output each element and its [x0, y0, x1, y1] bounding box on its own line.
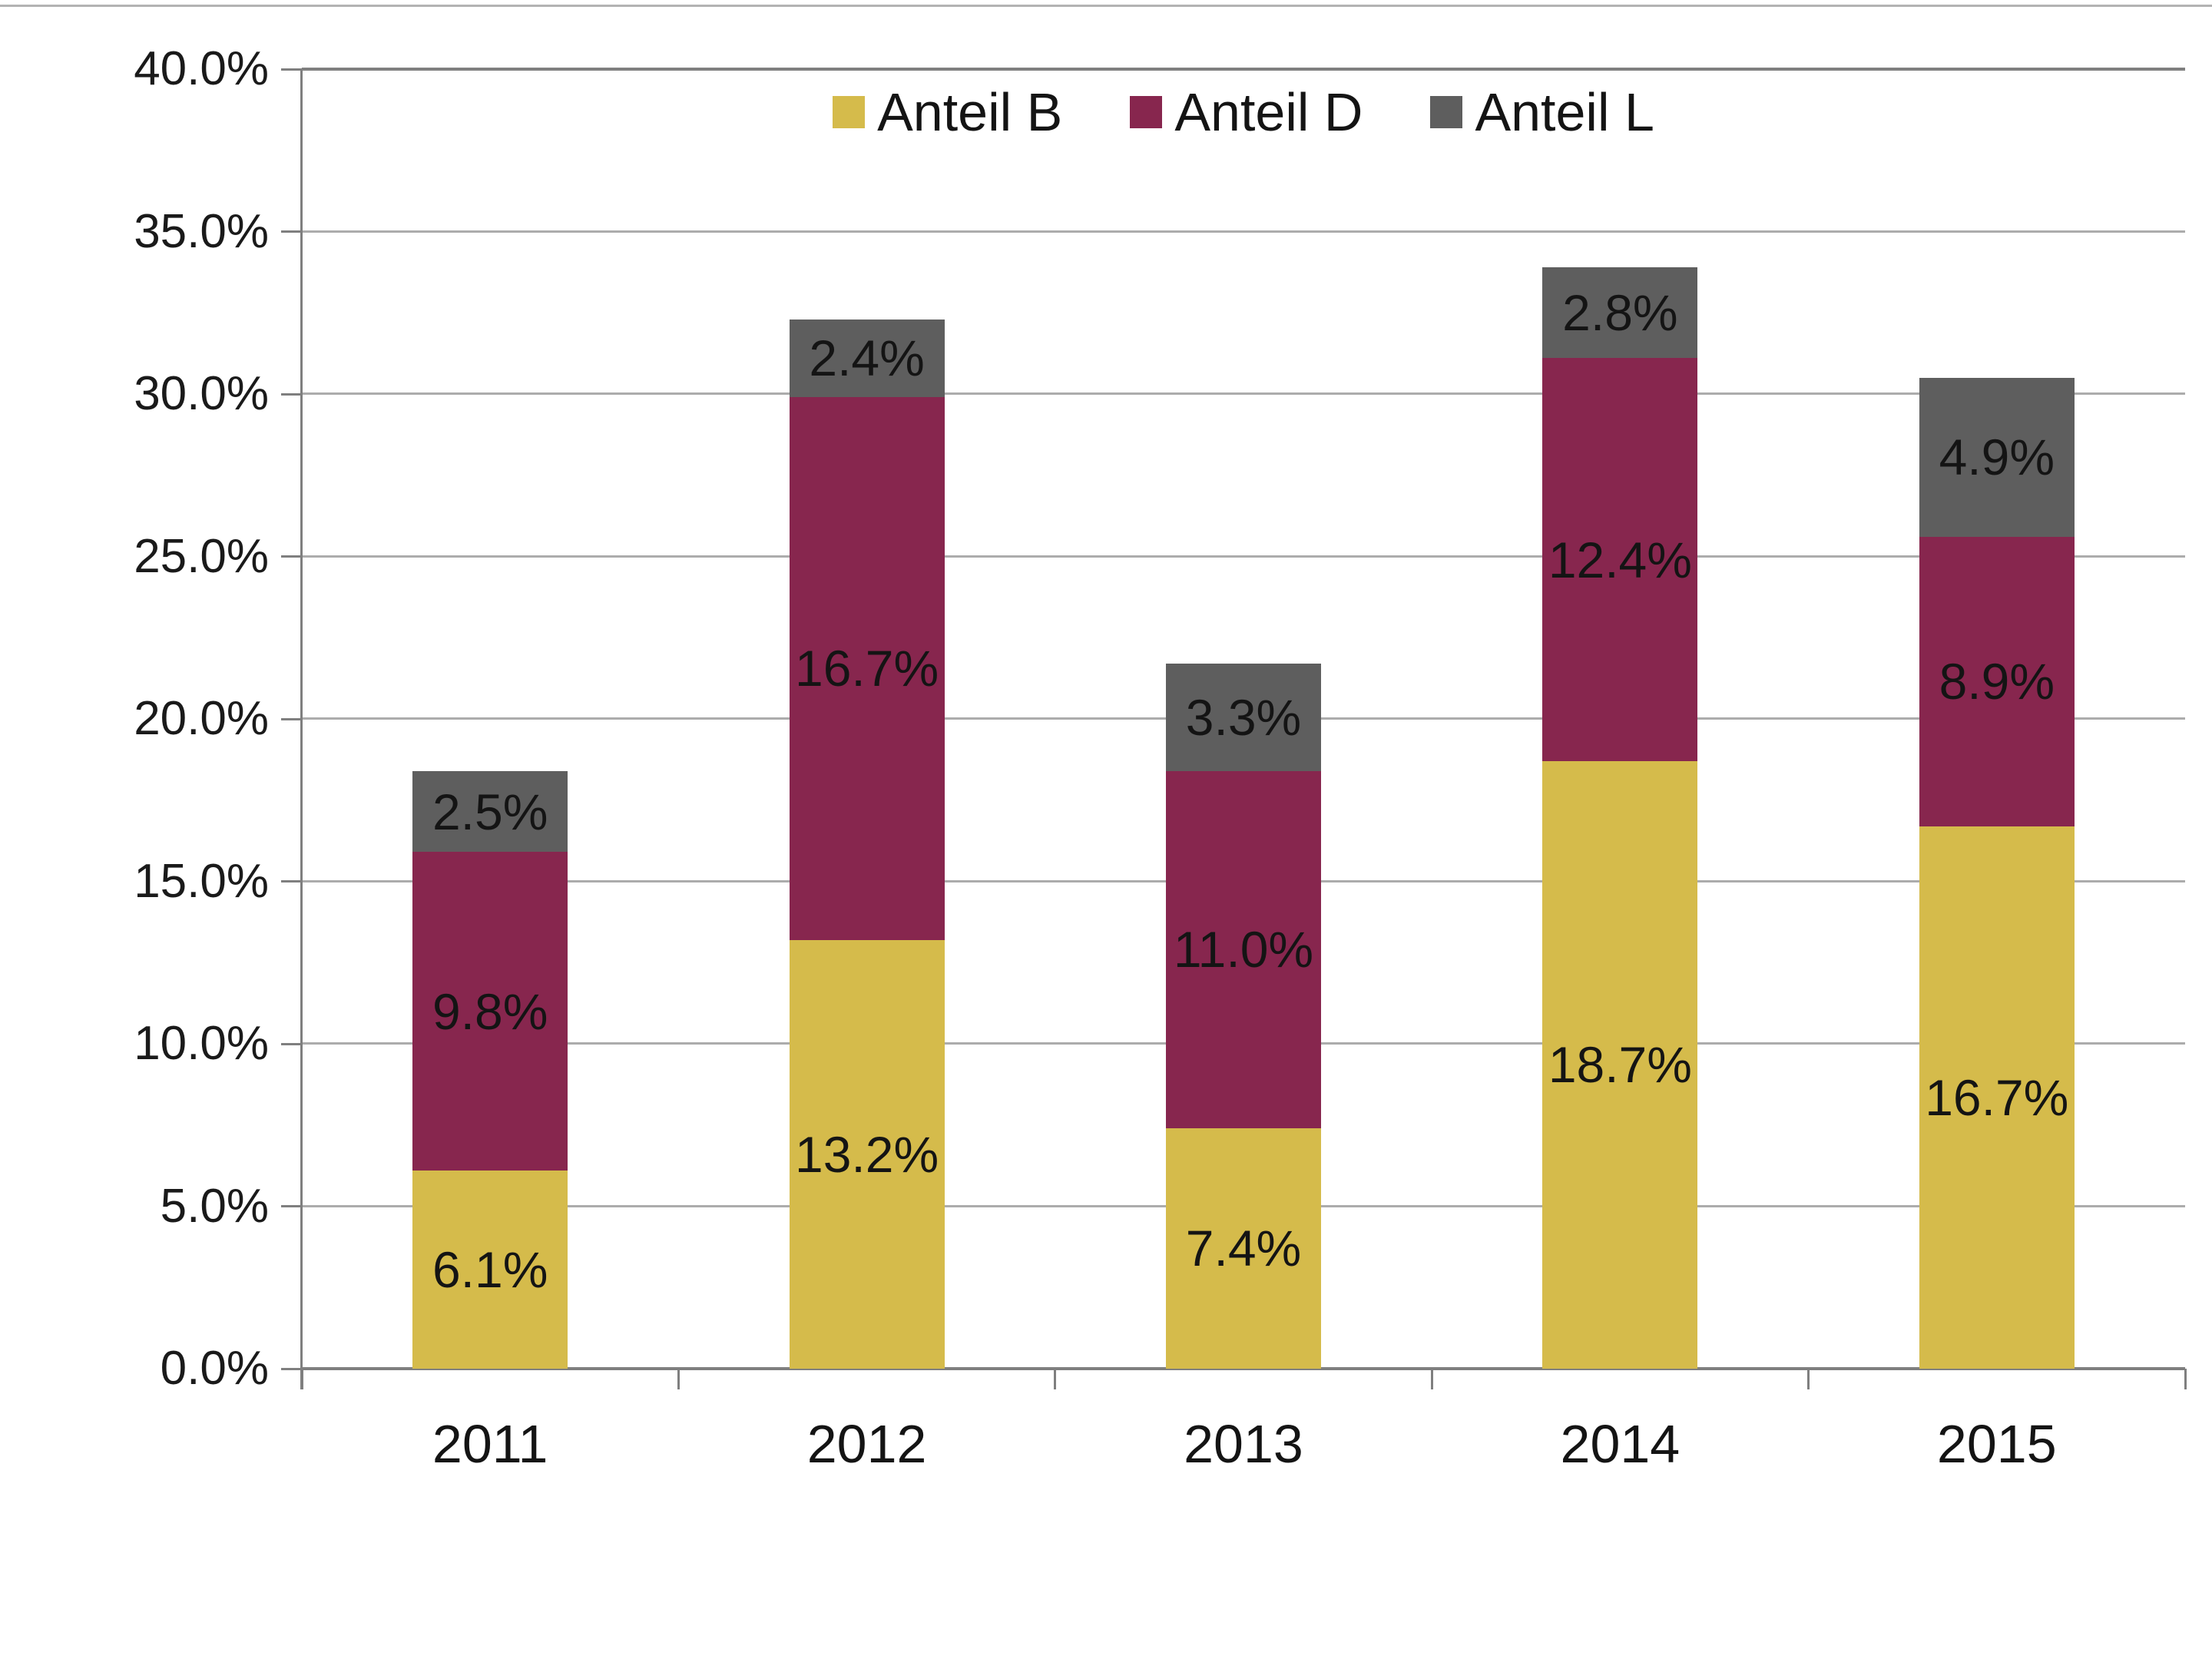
bar-segment-anteil-l-2015 [1919, 377, 2075, 538]
bar-segment-anteil-d-2011 [412, 852, 568, 1171]
bar-value-label-anteil-l-2015: 4.9% [1939, 429, 2055, 486]
y-axis-tick-5.0% [281, 1205, 302, 1207]
bar-segment-anteil-b-2011 [412, 1170, 568, 1369]
bar-segment-anteil-d-2015 [1919, 537, 2075, 826]
legend-swatch-anteil-b-icon [833, 95, 866, 128]
gridline-35.0% [302, 230, 2185, 233]
x-axis-label-2012: 2012 [806, 1414, 927, 1474]
y-axis-tick-20.0% [281, 717, 302, 720]
legend-swatch-anteil-d-icon [1130, 95, 1163, 128]
y-axis-tick-15.0% [281, 880, 302, 882]
y-axis-tick-35.0% [281, 230, 302, 233]
y-axis-label-0.0%: 0.0% [160, 1342, 269, 1395]
bar-value-label-anteil-d-2011: 9.8% [432, 982, 548, 1040]
x-axis-tick [1054, 1369, 1057, 1389]
x-axis-label-2013: 2013 [1184, 1414, 1303, 1474]
legend-item-anteil-d: Anteil D [1130, 81, 1363, 143]
bar-segment-anteil-l-2011 [412, 770, 568, 853]
x-axis-label-2015: 2015 [1936, 1414, 2057, 1474]
legend-item-anteil-l: Anteil L [1430, 81, 1654, 143]
legend: Anteil B Anteil D Anteil L [302, 75, 2185, 148]
x-axis-label-2011: 2011 [432, 1414, 548, 1474]
bar-value-label-anteil-b-2015: 16.7% [1925, 1068, 2069, 1126]
bar-value-label-anteil-b-2011: 6.1% [432, 1240, 548, 1298]
x-axis-tick [1430, 1369, 1433, 1389]
bar-segment-anteil-l-2013 [1166, 664, 1321, 771]
bar-value-label-anteil-l-2012: 2.4% [809, 329, 925, 387]
bar-segment-anteil-b-2015 [1919, 826, 2075, 1369]
y-axis-line [300, 69, 303, 1389]
bar-value-label-anteil-l-2013: 3.3% [1185, 688, 1302, 746]
bar-value-label-anteil-b-2013: 7.4% [1185, 1220, 1302, 1277]
bar-segment-anteil-d-2014 [1542, 358, 1698, 761]
bar-value-label-anteil-l-2011: 2.5% [432, 783, 548, 840]
bar-segment-anteil-d-2013 [1166, 770, 1321, 1128]
gridline-25.0% [302, 555, 2185, 558]
x-axis-tick [1807, 1369, 1810, 1389]
y-axis-tick-10.0% [281, 1042, 302, 1045]
y-axis-tick-25.0% [281, 555, 302, 558]
y-axis-tick-0.0% [281, 1367, 302, 1370]
y-axis-label-20.0%: 20.0% [134, 692, 269, 745]
y-axis-label-25.0%: 25.0% [134, 529, 269, 583]
bar-segment-anteil-l-2014 [1542, 267, 1698, 359]
bar-value-label-anteil-b-2014: 18.7% [1548, 1036, 1692, 1094]
legend-label-anteil-b: Anteil B [877, 81, 1063, 142]
bar-value-label-anteil-d-2014: 12.4% [1548, 531, 1692, 588]
gridline-30.0% [302, 392, 2185, 395]
legend-item-anteil-b: Anteil B [833, 81, 1062, 143]
bar-segment-anteil-d-2012 [789, 397, 945, 940]
bar-segment-anteil-b-2014 [1542, 760, 1698, 1369]
figure-top-border [0, 5, 2212, 7]
bar-value-label-anteil-d-2013: 11.0% [1173, 921, 1314, 979]
bar-value-label-anteil-d-2012: 16.7% [795, 640, 939, 697]
y-axis-label-40.0%: 40.0% [134, 42, 269, 95]
y-axis-label-15.0%: 15.0% [134, 854, 269, 908]
y-axis-label-30.0%: 30.0% [134, 367, 269, 420]
y-axis-tick-30.0% [281, 392, 302, 396]
gridline-0.0% [302, 1367, 2185, 1370]
gridline-40.0% [302, 68, 2185, 71]
bar-segment-anteil-b-2013 [1166, 1128, 1321, 1369]
bar-value-label-anteil-l-2014: 2.8% [1562, 284, 1678, 342]
y-axis-label-5.0%: 5.0% [160, 1179, 269, 1233]
legend-swatch-anteil-l-icon [1430, 95, 1463, 128]
y-axis-tick-40.0% [281, 68, 302, 71]
x-axis-label-2014: 2014 [1560, 1414, 1681, 1474]
x-axis-tick [677, 1369, 680, 1389]
legend-label-anteil-l: Anteil L [1475, 81, 1654, 142]
bar-value-label-anteil-d-2015: 8.9% [1939, 653, 2055, 710]
bar-segment-anteil-b-2012 [789, 939, 945, 1369]
x-axis-tick [2184, 1369, 2187, 1389]
legend-label-anteil-d: Anteil D [1174, 81, 1363, 142]
y-axis-label-10.0%: 10.0% [134, 1017, 269, 1070]
y-axis-label-35.0%: 35.0% [134, 204, 269, 258]
bar-value-label-anteil-b-2012: 13.2% [795, 1125, 939, 1183]
x-axis-tick [300, 1369, 303, 1389]
bar-segment-anteil-l-2012 [789, 319, 945, 398]
